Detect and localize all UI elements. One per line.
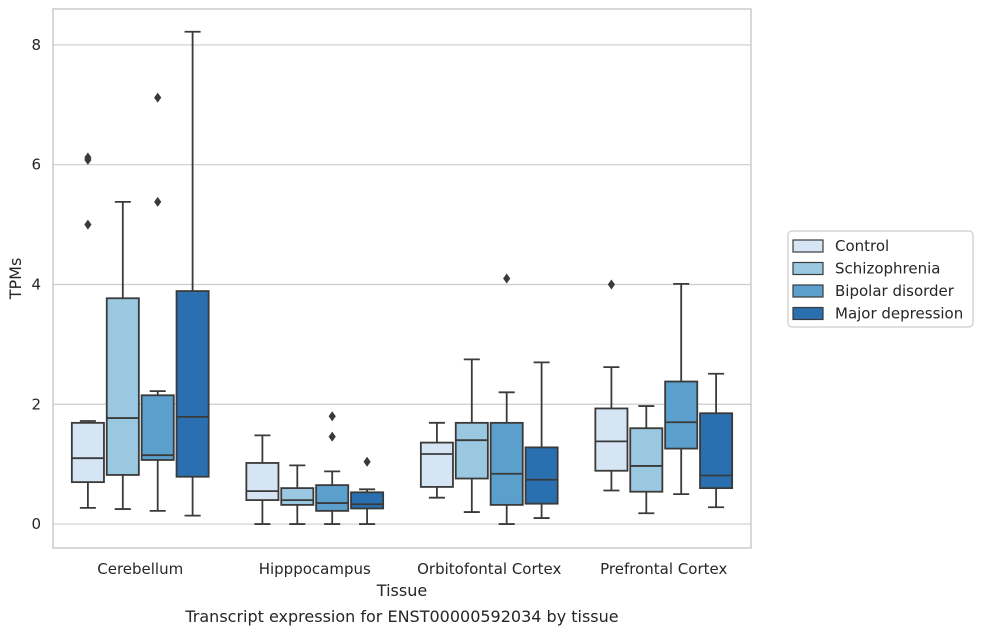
plot-frame xyxy=(52,8,752,549)
box-iqr xyxy=(140,394,175,461)
box-iqr xyxy=(594,407,629,472)
y-tick-label: 6 xyxy=(31,156,41,174)
box-iqr xyxy=(280,487,315,506)
chart-caption: Transcript expression for ENST0000059203… xyxy=(184,607,618,626)
box-bipolar-disorder xyxy=(664,282,699,496)
box-series xyxy=(70,30,734,525)
x-tick-label: Hipppocampus xyxy=(259,560,371,578)
box-bipolar-disorder xyxy=(489,273,524,525)
outlier-point xyxy=(154,92,162,103)
x-tick-label: Prefrontal Cortex xyxy=(600,560,727,578)
box-iqr xyxy=(245,462,280,501)
box-iqr xyxy=(315,484,350,512)
box-schizophrenia xyxy=(105,200,140,510)
box-major-depression xyxy=(175,30,210,517)
legend-frame xyxy=(787,230,974,328)
box-iqr xyxy=(699,412,734,490)
x-tick-label: Orbitofontal Cortex xyxy=(417,560,561,578)
box-iqr xyxy=(629,427,664,493)
box-iqr xyxy=(105,297,140,476)
legend-label: Schizophrenia xyxy=(835,260,940,278)
box-major-depression xyxy=(699,372,734,509)
y-tick-label: 2 xyxy=(31,395,41,413)
outlier-point xyxy=(84,152,92,163)
box-control xyxy=(245,434,280,525)
box-iqr xyxy=(524,446,559,505)
outlier-point xyxy=(328,411,336,422)
legend-swatch xyxy=(792,306,824,321)
box-iqr xyxy=(454,421,489,480)
legend-label: Major depression xyxy=(835,305,963,323)
box-bipolar-disorder xyxy=(315,411,350,525)
box-control xyxy=(419,421,454,499)
outlier-point xyxy=(607,279,615,290)
box-iqr xyxy=(70,421,105,484)
box-iqr xyxy=(664,380,699,450)
box-major-depression xyxy=(524,361,559,519)
box-schizophrenia xyxy=(454,358,489,513)
y-tick-label: 0 xyxy=(31,515,41,533)
box-schizophrenia xyxy=(280,464,315,525)
legend-swatch xyxy=(792,261,824,276)
y-axis-label: TPMs xyxy=(6,258,25,301)
box-schizophrenia xyxy=(629,405,664,515)
outlier-point xyxy=(154,196,162,207)
box-iqr xyxy=(175,290,210,478)
outlier-point xyxy=(328,431,336,442)
legend-item: Control xyxy=(792,237,889,255)
y-tick-label: 8 xyxy=(31,36,41,54)
legend-item: Major depression xyxy=(792,305,963,323)
box-iqr xyxy=(489,421,524,506)
outlier-point xyxy=(84,219,92,230)
box-iqr xyxy=(419,441,454,488)
legend-label: Bipolar disorder xyxy=(835,282,955,300)
y-tick-label: 4 xyxy=(31,275,41,293)
legend-swatch xyxy=(792,239,824,253)
y-axis-ticks: 0 2 4 6 8 xyxy=(31,36,41,533)
legend-label: Control xyxy=(835,237,889,255)
box-control xyxy=(594,279,629,492)
x-tick-label: Cerebellum xyxy=(97,560,183,578)
x-axis-label: Tissue xyxy=(376,581,427,600)
x-axis-ticks: Cerebellum Hipppocampus Orbitofontal Corte… xyxy=(97,560,727,578)
legend: Control Schizophrenia Bipolar disorder Majo… xyxy=(787,230,974,328)
box-bipolar-disorder xyxy=(140,92,175,512)
box-control xyxy=(70,152,105,509)
legend-item: Schizophrenia xyxy=(792,260,940,278)
outlier-point xyxy=(503,273,511,284)
legend-item: Bipolar disorder xyxy=(792,282,955,300)
legend-swatch xyxy=(792,284,824,298)
outlier-point xyxy=(363,456,371,467)
box-iqr xyxy=(350,491,385,510)
box-major-depression xyxy=(350,456,385,525)
